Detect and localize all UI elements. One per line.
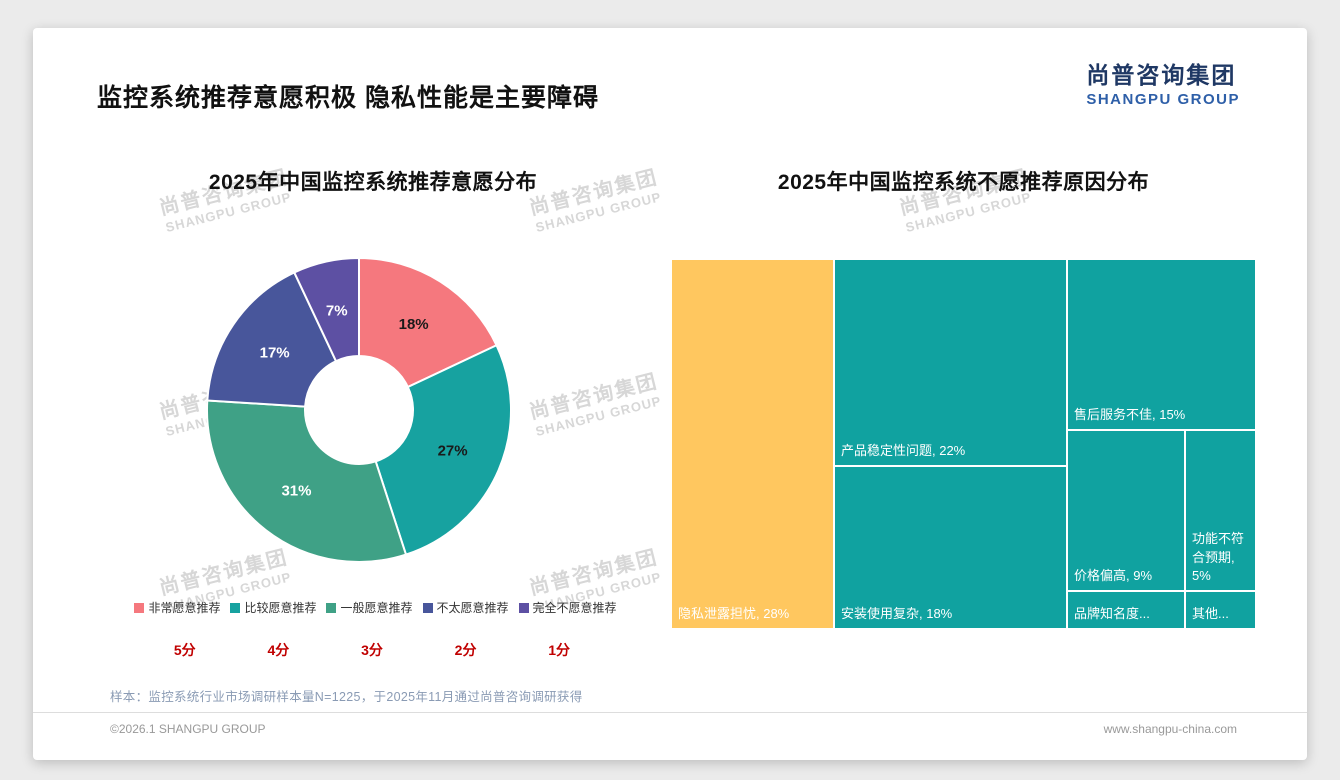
treemap-chart: 隐私泄露担忧, 28% 产品稳定性问题, 22% 安装使用复杂, 18% 售后服… [672,260,1255,628]
donut-value-label: 17% [260,345,290,362]
watermark-cn: 尚普咨询集团 [527,370,661,424]
report-slide: 尚普咨询集团 SHANGPU GROUP 尚普咨询集团 SHANGPU GROU… [33,28,1307,760]
treemap-tile-label: 价格偏高, 9% [1074,567,1153,583]
legend-label: 完全不愿意推荐 [532,601,617,615]
treemap-tile-aftersales: 售后服务不佳, 15% [1068,260,1255,429]
treemap-tile-brand: 品牌知名度... [1068,592,1184,628]
sample-footnote: 样本：监控系统行业市场调研样本量N=1225，于2025年11月通过尚普咨询调研… [110,690,583,704]
donut-slice-1 [374,343,512,556]
legend-item-3: 不太愿意推荐 [422,599,509,616]
legend-label: 不太愿意推荐 [436,601,509,615]
treemap-tile-label: 售后服务不佳, 15% [1074,406,1186,422]
legend-label: 非常愿意推荐 [148,601,221,615]
legend-item-2: 一般愿意推荐 [326,599,413,616]
donut-chart-title: 2025年中国监控系统推荐意愿分布 [208,171,538,194]
treemap-tile-label: 安装使用复杂, 18% [841,605,953,621]
logo-en-text: SHANGPU GROUP [1086,91,1240,108]
treemap-tile-label: 隐私泄露担忧, 28% [678,605,790,621]
donut-legend: 非常愿意推荐 比较愿意推荐 一般愿意推荐 不太愿意推荐 完全不愿意推荐 [83,599,668,616]
donut-value-label: 18% [399,316,429,333]
score-label-4: 1分 [548,642,571,658]
donut-slice-2 [206,399,408,563]
legend-item-4: 完全不愿意推荐 [518,599,617,616]
treemap-tile-installation: 安装使用复杂, 18% [835,467,1066,628]
score-label-1: 4分 [267,642,290,658]
legend-swatch-icon [134,602,145,613]
legend-label: 比较愿意推荐 [244,601,317,615]
treemap-tile-label: 其他... [1192,605,1229,621]
footer-copyright: ©2026.1 SHANGPU GROUP [110,722,266,736]
donut-slice-3 [206,271,338,408]
legend-swatch-icon [518,602,529,613]
logo-cn-text: 尚普咨询集团 [1086,62,1237,88]
score-label-0: 5分 [173,642,196,658]
donut-slice-4 [292,256,360,363]
score-label-2: 3分 [361,642,383,658]
treemap-tile-label: 产品稳定性问题, 22% [841,442,966,458]
legend-swatch-icon [230,602,241,613]
donut-value-label: 27% [438,443,468,460]
legend-item-0: 非常愿意推荐 [134,599,220,616]
donut-value-label: 31% [281,483,311,500]
donut-chart: 18% 27% 31% 17% 7% [206,256,512,563]
score-row: 5分 4分 3分 2分 1分 [138,640,606,660]
legend-swatch-icon [422,602,433,613]
legend-label: 一般愿意推荐 [340,601,413,615]
treemap-tile-function: 功能不符合预期, 5% [1186,431,1255,590]
watermark: 尚普咨询集团 SHANGPU GROUP [512,361,678,442]
legend-item-1: 比较愿意推荐 [230,599,316,616]
treemap-tile-stability: 产品稳定性问题, 22% [835,260,1066,465]
legend-swatch-icon [326,602,337,613]
treemap-tile-label: 品牌知名度... [1074,605,1150,621]
donut-value-label: 7% [326,302,348,319]
watermark-cn: 尚普咨询集团 [527,546,661,600]
watermark-en: SHANGPU GROUP [533,393,664,439]
page-title: 监控系统推荐意愿积极 隐私性能是主要障碍 [97,84,599,112]
score-label-3: 2分 [454,642,477,658]
treemap-tile-other: 其他... [1186,592,1255,628]
footer-divider [33,712,1307,713]
treemap-tile-privacy: 隐私泄露担忧, 28% [672,260,833,628]
treemap-chart-title: 2025年中国监控系统不愿推荐原因分布 [777,171,1150,194]
footer-website: www.shangpu-china.com [1103,722,1237,736]
donut-slice-0 [358,256,498,389]
company-logo: 尚普咨询集团 SHANGPU GROUP [1086,56,1240,108]
treemap-tile-label: 功能不符合预期, 5% [1192,531,1245,583]
treemap-tile-price: 价格偏高, 9% [1068,431,1184,590]
